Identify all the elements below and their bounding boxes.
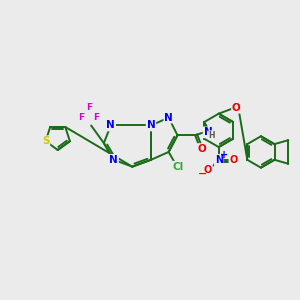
- Text: N: N: [109, 155, 118, 165]
- Text: F: F: [93, 113, 99, 122]
- Text: F: F: [78, 113, 84, 122]
- Text: O: O: [229, 155, 238, 165]
- Text: O: O: [204, 165, 212, 175]
- Text: S: S: [42, 136, 50, 146]
- Text: +: +: [220, 150, 228, 160]
- Text: Cl: Cl: [173, 162, 184, 172]
- Text: −: −: [198, 169, 208, 178]
- Text: N: N: [203, 127, 212, 137]
- Text: O: O: [232, 103, 241, 113]
- Text: F: F: [86, 103, 92, 112]
- Text: N: N: [147, 121, 155, 130]
- Text: H: H: [208, 131, 215, 140]
- Text: O: O: [198, 144, 206, 154]
- Text: N: N: [106, 121, 115, 130]
- Text: N: N: [214, 155, 223, 165]
- Text: N: N: [164, 112, 173, 123]
